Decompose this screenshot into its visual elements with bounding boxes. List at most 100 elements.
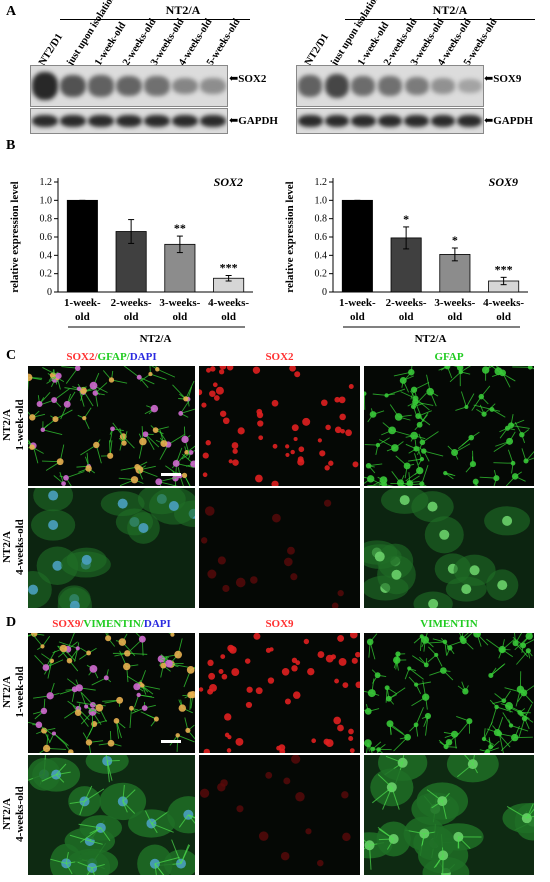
x-category-label: 4-weeks- — [483, 297, 524, 309]
micrograph — [199, 366, 360, 486]
y-tick-label: 0.8 — [40, 214, 53, 225]
y-tick-label: 0.6 — [40, 232, 53, 243]
y-axis-title: relative expression level — [284, 181, 296, 292]
x-category-label: old — [124, 311, 139, 323]
significance-marker: * — [452, 233, 458, 247]
y-tick-label: 0.2 — [315, 269, 328, 280]
micrograph — [199, 755, 360, 875]
y-tick-label: 0.4 — [315, 250, 328, 261]
x-group-label: NT2/A — [415, 333, 447, 345]
channel-title-part: / — [80, 618, 84, 630]
blot-band-target — [116, 75, 142, 97]
row-label-line: NT2/A — [1, 409, 13, 441]
significance-marker: ** — [174, 221, 186, 235]
significance-marker: *** — [220, 261, 238, 275]
row-label-line: NT2/A — [1, 798, 13, 830]
bar-chart-sox2: 0 0.2 0.4 0.6 0.8 1.0 1.2 relative expression l… — [9, 175, 253, 345]
blot-band-gapdh — [298, 115, 323, 127]
micrograph — [28, 755, 195, 875]
row-label: NT2/A 1-week-old — [1, 632, 27, 752]
row-label-line: NT2/A — [1, 676, 13, 708]
channel-title-part: SOX2 — [66, 351, 95, 363]
sox2-target-text: SOX2 — [238, 73, 267, 85]
x-category-label: 1-week- — [339, 297, 376, 309]
x-category-label: old — [399, 311, 414, 323]
channel-title: SOX9 — [199, 618, 360, 630]
y-tick-label: 1.0 — [40, 195, 53, 206]
micrograph — [364, 488, 534, 608]
x-category-label: 4-weeks- — [208, 297, 249, 309]
gapdh-target-text: GAPDH — [493, 115, 533, 127]
channel-title-part: DAPI — [129, 351, 157, 363]
channel-title-part: / — [94, 351, 98, 363]
sox9-target-text: SOX9 — [493, 73, 522, 85]
channel-title-part: / — [140, 618, 144, 630]
gapdh-target-text: GAPDH — [238, 115, 278, 127]
channel-title: SOX9/VIMENTIN/DAPI — [28, 618, 195, 630]
scale-bar — [161, 740, 181, 743]
x-group-label: NT2/A — [140, 333, 172, 345]
row-label: NT2/A 4-weeks-old — [1, 754, 27, 874]
channel-title-part: GFAP — [434, 351, 464, 363]
blot-band-target — [298, 75, 323, 97]
blot-band-gapdh — [457, 115, 482, 127]
blot-band-target — [457, 79, 482, 93]
significance-marker: * — [403, 212, 409, 226]
blot-band-gapdh — [60, 115, 86, 127]
channel-title: VIMENTIN — [364, 618, 534, 630]
blot-band-target — [351, 76, 376, 96]
y-tick-label: 1.2 — [40, 177, 53, 188]
blot-band-target — [431, 78, 456, 94]
blot-band-target — [200, 78, 226, 94]
x-category-label: 2-weeks- — [386, 297, 427, 309]
blot-band-gapdh — [404, 115, 429, 127]
micrograph — [28, 633, 195, 753]
row-label-line: 4-weeks-old — [14, 786, 26, 842]
row-label-line: 4-weeks-old — [14, 519, 26, 575]
y-tick-label: 0.6 — [315, 232, 328, 243]
micrograph — [199, 633, 360, 753]
sox2-arrow-label: ⬅SOX2 — [229, 73, 267, 85]
x-category-label: old — [496, 311, 511, 323]
micrograph — [28, 366, 195, 486]
channel-title-part: / — [126, 351, 130, 363]
row-label: NT2/A 1-week-old — [1, 365, 27, 485]
y-tick-label: 0 — [322, 287, 327, 298]
blot-lane-label: NT2/D1 — [37, 31, 66, 68]
y-axis-title: relative expression level — [9, 181, 21, 292]
channel-title: SOX2/GFAP/DAPI — [28, 351, 195, 363]
x-category-label: 1-week- — [64, 297, 101, 309]
x-category-label: 3-weeks- — [434, 297, 475, 309]
blot-group-label: NT2/A — [165, 3, 201, 17]
blot-sox2-strip — [30, 65, 228, 107]
blot-band-gapdh — [377, 115, 403, 127]
micrograph — [364, 755, 534, 875]
channel-title-part: VIMENTIN — [420, 618, 478, 630]
x-category-label: old — [221, 311, 236, 323]
x-category-label: 2-weeks- — [111, 297, 152, 309]
blot-band-gapdh — [172, 115, 198, 127]
blot-band-target — [172, 77, 198, 95]
y-tick-label: 1.2 — [315, 177, 328, 188]
row-label-line: NT2/A — [1, 531, 13, 563]
micrograph — [28, 488, 195, 608]
blot-gapdh-strip — [296, 108, 484, 134]
panel-label-b: B — [6, 138, 16, 153]
panel-label-a: A — [6, 4, 17, 19]
bar — [66, 199, 98, 293]
blot-group-label: NT2/A — [432, 3, 468, 17]
blot-band-gapdh — [88, 115, 114, 127]
blot-band-target — [404, 76, 429, 96]
x-category-label: 3-weeks- — [159, 297, 200, 309]
channel-title: SOX2 — [199, 351, 360, 363]
blot-band-gapdh — [116, 115, 142, 127]
blot-band-gapdh — [32, 115, 58, 127]
chart-title: SOX2 — [214, 175, 243, 189]
blot-band-gapdh — [430, 115, 456, 127]
micrograph — [199, 488, 360, 608]
y-tick-label: 0.8 — [315, 214, 328, 225]
row-label: NT2/A 4-weeks-old — [1, 487, 27, 607]
gapdh-arrow-label-right: ⬅GAPDH — [484, 115, 533, 127]
bar-chart-sox9: 0 0.2 0.4 0.6 0.8 1.0 1.2 relative expression l… — [284, 175, 528, 345]
panel-label-c: C — [6, 348, 17, 363]
